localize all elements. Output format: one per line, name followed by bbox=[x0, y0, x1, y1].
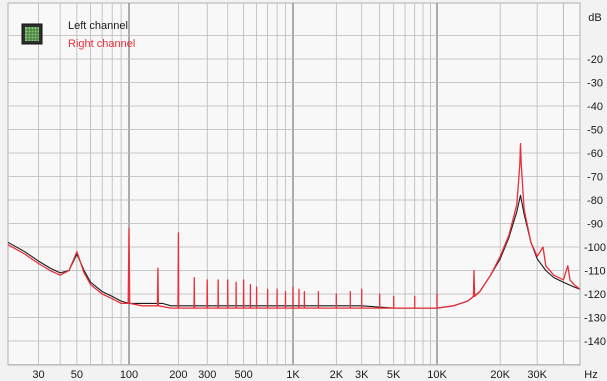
x-tick-label: 3K bbox=[355, 369, 369, 381]
spectrum-analyzer-icon bbox=[21, 23, 43, 45]
y-tick-label: -110 bbox=[584, 266, 605, 278]
x-tick-label: 5K bbox=[387, 369, 401, 381]
x-tick-label: 30K bbox=[527, 369, 547, 381]
plot-area bbox=[7, 2, 581, 366]
x-tick-label: 20K bbox=[490, 369, 510, 381]
x-tick-label: 2K bbox=[330, 369, 344, 381]
x-tick-label: 200 bbox=[169, 369, 187, 381]
x-axis-labels: 30 50 100 200 300 500 1K 2K 3K 5K 10K 20K 30K bbox=[32, 369, 547, 381]
y-tick-label: -50 bbox=[587, 125, 603, 137]
y-tick-label: -60 bbox=[587, 148, 603, 160]
x-tick-label: 300 bbox=[198, 369, 216, 381]
y-tick-label: -130 bbox=[584, 313, 606, 325]
y-tick-label: -140 bbox=[584, 336, 606, 348]
legend-left-channel: Left channel bbox=[68, 20, 128, 32]
legend-right-channel: Right channel bbox=[68, 38, 135, 50]
y-tick-label: -100 bbox=[584, 242, 606, 254]
x-tick-label: 500 bbox=[234, 369, 252, 381]
y-tick-label: -30 bbox=[587, 78, 603, 90]
y-tick-label: -20 bbox=[587, 54, 603, 66]
series-layer bbox=[7, 142, 581, 309]
x-unit-label: Hz bbox=[584, 369, 597, 381]
y-tick-label: -40 bbox=[587, 101, 603, 113]
left-channel-line bbox=[7, 194, 581, 309]
x-tick-label: 100 bbox=[120, 369, 138, 381]
y-tick-label: -120 bbox=[584, 289, 606, 301]
x-tick-label: 50 bbox=[71, 369, 83, 381]
y-tick-label: -90 bbox=[587, 219, 603, 231]
y-tick-label: -70 bbox=[587, 172, 603, 184]
legend: Left channel Right channel bbox=[21, 20, 135, 50]
y-unit-label: dB bbox=[588, 12, 601, 24]
x-tick-label: 10K bbox=[427, 369, 447, 381]
y-tick-label: -80 bbox=[587, 195, 603, 207]
x-tick-label: 30 bbox=[32, 369, 44, 381]
x-tick-label: 1K bbox=[286, 369, 300, 381]
right-channel-line bbox=[7, 142, 581, 309]
y-axis-labels: -20 -30 -40 -50 -60 -70 -80 -90 -100 -110 -120 -130… bbox=[584, 54, 606, 348]
